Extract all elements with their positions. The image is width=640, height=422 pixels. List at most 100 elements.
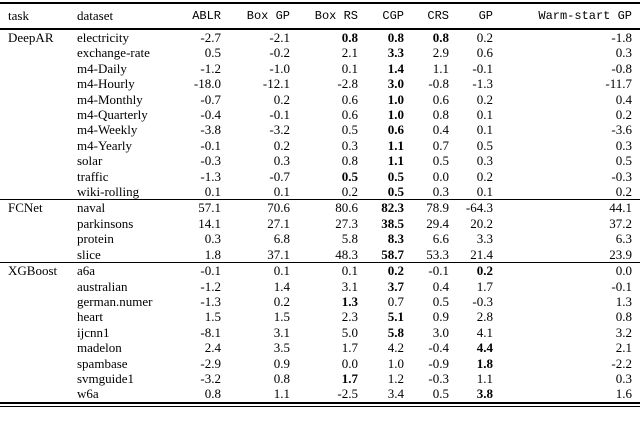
dataset-cell: protein xyxy=(77,231,114,247)
value-cell: 0.5 xyxy=(341,168,358,184)
value-cell: 78.9 xyxy=(404,199,449,216)
value-cell: 3.0 xyxy=(432,324,449,340)
value-cell: 0.8 xyxy=(341,30,358,45)
column-header-dataset: dataset xyxy=(77,3,182,30)
table-row: FCNet naval 57.1 70.6 80.6 82.3 78.9 -64.3 44.1 xyxy=(0,199,640,216)
value-cell: 1.3 xyxy=(615,293,632,309)
value-cell: 0.7 xyxy=(432,137,449,153)
value-cell: 0.1 xyxy=(290,262,358,279)
dataset-cell: svmguide1 xyxy=(77,370,135,386)
value-cell: 20.2 xyxy=(470,215,493,231)
value-cell: 8.3 xyxy=(387,231,404,247)
task-cell xyxy=(0,216,77,231)
dataset-cell: a6a xyxy=(77,262,182,279)
value-cell: 0.2 xyxy=(273,137,290,153)
value-cell: 0.1 xyxy=(273,184,290,200)
value-cell: -0.9 xyxy=(428,355,449,371)
value-cell: -0.4 xyxy=(428,340,449,356)
value-cell: 0.4 xyxy=(432,122,449,138)
task-cell xyxy=(0,231,77,246)
dataset-cell: madelon xyxy=(77,340,122,356)
value-cell: 5.0 xyxy=(341,324,358,340)
value-cell: 0.0 xyxy=(341,355,358,371)
dataset-cell: naval xyxy=(77,199,182,216)
task-cell xyxy=(0,153,77,168)
task-cell xyxy=(0,247,77,263)
value-cell: 2.1 xyxy=(615,340,632,356)
value-cell: 1.1 xyxy=(476,370,493,386)
value-cell: 27.3 xyxy=(335,215,358,231)
value-cell: -0.1 xyxy=(269,107,290,123)
value-cell: 0.8 xyxy=(432,107,449,123)
value-cell: -0.1 xyxy=(404,262,449,279)
value-cell: 48.3 xyxy=(335,246,358,262)
task-cell: XGBoost xyxy=(0,262,77,279)
table-row: m4-Yearly -0.1 0.2 0.3 1.1 0.7 0.5 0.3 xyxy=(0,138,640,153)
dataset-cell: german.numer xyxy=(77,293,153,309)
dataset-cell: w6a xyxy=(77,386,99,402)
task-cell xyxy=(0,122,77,137)
dataset-cell: electricity xyxy=(77,30,129,45)
dataset-cell: australian xyxy=(77,278,128,294)
value-cell: -1.2 xyxy=(200,278,221,294)
value-cell: 0.4 xyxy=(432,278,449,294)
value-cell: 1.5 xyxy=(273,309,290,325)
table-row: ijcnn1 -8.1 3.1 5.0 5.8 3.0 4.1 3.2 xyxy=(0,325,640,340)
value-cell: 5.1 xyxy=(387,309,404,325)
value-cell: -0.1 xyxy=(472,60,493,76)
value-cell: 0.1 xyxy=(476,122,493,138)
value-cell: 0.6 xyxy=(432,91,449,107)
task-cell xyxy=(0,76,77,91)
value-cell: 53.3 xyxy=(426,246,449,262)
value-cell: 0.2 xyxy=(341,184,358,200)
value-cell: 2.9 xyxy=(432,45,449,61)
value-cell: -0.3 xyxy=(428,370,449,386)
value-cell: 3.5 xyxy=(273,340,290,356)
value-cell: 57.1 xyxy=(182,199,221,216)
value-cell: -18.0 xyxy=(193,76,221,92)
value-cell: 1.1 xyxy=(387,137,404,153)
value-cell: 4.1 xyxy=(476,324,493,340)
results-table: task dataset ABLR Box GP Box RS CGP CRS … xyxy=(0,2,640,404)
value-cell: 3.3 xyxy=(387,45,404,61)
value-cell: 0.3 xyxy=(341,137,358,153)
task-cell xyxy=(0,386,77,402)
value-cell: -0.1 xyxy=(200,137,221,153)
task-cell xyxy=(0,371,77,386)
dataset-cell: parkinsons xyxy=(77,215,134,231)
value-cell: 1.8 xyxy=(476,355,493,371)
value-cell: 0.6 xyxy=(387,122,404,138)
value-cell: -0.3 xyxy=(200,153,221,169)
table-row: exchange-rate 0.5 -0.2 2.1 3.3 2.9 0.6 0.3 xyxy=(0,45,640,60)
value-cell: -2.8 xyxy=(337,76,358,92)
value-cell: 0.8 xyxy=(273,370,290,386)
value-cell: 3.1 xyxy=(273,324,290,340)
value-cell: 0.6 xyxy=(341,91,358,107)
value-cell: 3.3 xyxy=(476,231,493,247)
table-body: DeepAR electricity -2.7 -2.1 0.8 0.8 0.8 0.2 -1.… xyxy=(0,29,640,403)
value-cell: 0.3 xyxy=(615,370,632,386)
value-cell: 38.5 xyxy=(381,215,404,231)
value-cell: 1.1 xyxy=(273,386,290,402)
value-cell: -3.6 xyxy=(611,122,632,138)
column-header-warm-start-gp: Warm-start GP xyxy=(493,3,640,30)
dataset-cell: traffic xyxy=(77,168,109,184)
value-cell: -1.3 xyxy=(200,168,221,184)
value-cell: -1.3 xyxy=(472,76,493,92)
value-cell: 23.9 xyxy=(609,246,632,262)
value-cell: 1.0 xyxy=(387,91,404,107)
task-cell xyxy=(0,279,77,294)
value-cell: 82.3 xyxy=(358,199,404,216)
table-row: wiki-rolling 0.1 0.1 0.2 0.5 0.3 0.1 0.2 xyxy=(0,184,640,200)
value-cell: -64.3 xyxy=(449,199,493,216)
table-row: traffic -1.3 -0.7 0.5 0.5 0.0 0.2 -0.3 xyxy=(0,169,640,184)
value-cell: 1.7 xyxy=(341,370,358,386)
value-cell: -0.4 xyxy=(200,107,221,123)
value-cell: -0.1 xyxy=(611,278,632,294)
value-cell: -0.7 xyxy=(269,168,290,184)
value-cell: -3.2 xyxy=(269,122,290,138)
task-cell xyxy=(0,340,77,355)
table-row: spambase -2.9 0.9 0.0 1.0 -0.9 1.8 -2.2 xyxy=(0,356,640,371)
value-cell: 0.0 xyxy=(432,168,449,184)
